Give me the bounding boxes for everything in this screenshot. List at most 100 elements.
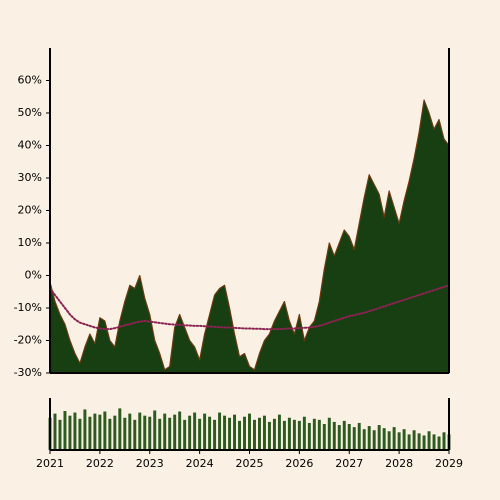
volume-bar (193, 412, 197, 450)
volume-bar (123, 417, 127, 450)
volume-bar (223, 415, 227, 450)
volume-bar (267, 421, 271, 450)
y-tick-label: 10% (18, 236, 42, 249)
volume-bar (128, 413, 132, 450)
volume-bar (133, 419, 137, 450)
y-tick-label: 20% (18, 204, 42, 217)
volume-bar (98, 414, 102, 450)
volume-bar (53, 413, 57, 450)
volume-bar (367, 426, 371, 450)
volume-bar (387, 431, 391, 450)
volume-bar (292, 419, 296, 450)
volume-bar (113, 415, 117, 450)
volume-bar (58, 419, 62, 450)
volume-bar (417, 433, 421, 450)
volume-bar (262, 415, 266, 450)
volume-bar (178, 411, 182, 450)
volume-bar (93, 413, 97, 450)
volume-bar (402, 429, 406, 450)
volume-bar (317, 419, 321, 450)
volume-bar (218, 412, 222, 450)
volume-bar (208, 416, 212, 450)
x-tick-label: 2029 (435, 457, 463, 470)
x-tick-label: 2023 (136, 457, 164, 470)
x-tick-label: 2025 (236, 457, 264, 470)
volume-bar (168, 417, 172, 450)
volume-bar (83, 409, 87, 450)
volume-bar (412, 430, 416, 450)
volume-bar (118, 408, 122, 450)
volume-bar (362, 429, 366, 450)
volume-bar (143, 415, 147, 450)
volume-bar (163, 413, 167, 450)
volume-bar (302, 416, 306, 450)
moving-average-line (49, 284, 450, 331)
volume-bar (243, 416, 246, 450)
volume-bar (108, 418, 112, 450)
volume-bar (357, 422, 361, 450)
x-tick-label: 2024 (186, 457, 214, 470)
volume-bar (213, 419, 217, 450)
y-tick-label: 60% (18, 74, 42, 87)
volume-bar (198, 418, 202, 450)
y-tick-label: -30% (14, 366, 42, 379)
x-tick-label: 2022 (86, 457, 114, 470)
volume-bar (183, 419, 187, 450)
volume-bar (437, 436, 441, 450)
volume-bar (407, 434, 411, 450)
volume-bar (352, 427, 356, 450)
volume-bar (322, 424, 326, 450)
area (49, 99, 450, 374)
volume-bar (422, 435, 426, 450)
volume-bar (342, 420, 346, 450)
x-tick-label: 2026 (285, 457, 313, 470)
volume-bar (427, 431, 431, 450)
volume-bar (68, 415, 72, 450)
x-tick-label: 2021 (36, 457, 64, 470)
volume-bar (78, 418, 82, 450)
volume-bar (332, 421, 336, 450)
y-tick-label: -10% (14, 301, 42, 314)
y-tick-label: -20% (14, 334, 42, 347)
volume-bar (382, 428, 386, 450)
volume-bar (377, 425, 381, 450)
volume-bar (392, 427, 396, 450)
volume-bar (277, 414, 281, 450)
y-tick-label: 40% (18, 139, 42, 152)
volume-bar (203, 413, 207, 450)
volume-bar (88, 416, 92, 450)
volume-bar (297, 420, 301, 450)
y-tick-label: 30% (18, 171, 42, 184)
volume-bar (287, 417, 291, 450)
volume-bar (442, 432, 446, 450)
volume-bar (397, 432, 401, 450)
volume-bar (158, 418, 162, 450)
volume-bar (257, 417, 261, 450)
volume-bar (327, 417, 331, 450)
volume-bar (272, 418, 276, 450)
volume-bar (103, 411, 107, 450)
x-tick-label: 2028 (385, 457, 413, 470)
volume-bar (432, 434, 436, 450)
volume-bar (307, 422, 311, 450)
volume-bar (153, 410, 157, 450)
volume-bar (282, 420, 286, 450)
volume-bar (138, 412, 142, 450)
volume-bar (148, 416, 152, 450)
volume-bar (228, 417, 232, 450)
volume-bar (312, 418, 316, 450)
volume-bar (372, 430, 376, 450)
volume-bar (337, 425, 341, 450)
volume-bar (248, 413, 251, 450)
volume-bar (347, 424, 351, 450)
volume-bar (253, 419, 256, 450)
volume-bar (63, 411, 67, 450)
y-tick-label: 0% (25, 269, 42, 282)
volume-bar (233, 414, 237, 450)
volume-bar (173, 414, 177, 450)
volume-bar (73, 412, 77, 450)
x-tick-label: 2027 (335, 457, 363, 470)
volume-bar (188, 415, 192, 450)
volume-bar (238, 420, 242, 450)
